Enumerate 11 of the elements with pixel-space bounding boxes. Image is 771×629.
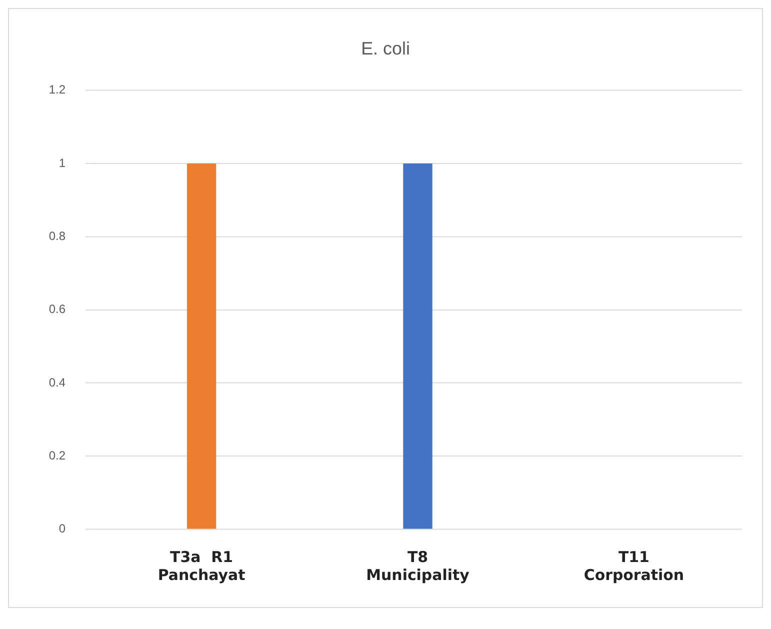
x-tick-label: T3a R1 Panchayat bbox=[158, 548, 246, 584]
y-tick-label: 0.8 bbox=[48, 228, 66, 243]
y-tick-label: 0 bbox=[58, 522, 66, 536]
x-tick-label: T8 Municipality bbox=[366, 548, 470, 584]
y-tick-label: 0.6 bbox=[48, 302, 66, 316]
y-tick-label: 0.2 bbox=[48, 448, 66, 462]
y-tick-label: 1 bbox=[58, 156, 66, 170]
y-tick-label: 0.4 bbox=[48, 375, 66, 390]
chart-title: E. coli bbox=[361, 38, 410, 59]
y-tick-label: 1.2 bbox=[48, 82, 66, 97]
x-tick-label: T11 Corporation bbox=[584, 548, 684, 584]
